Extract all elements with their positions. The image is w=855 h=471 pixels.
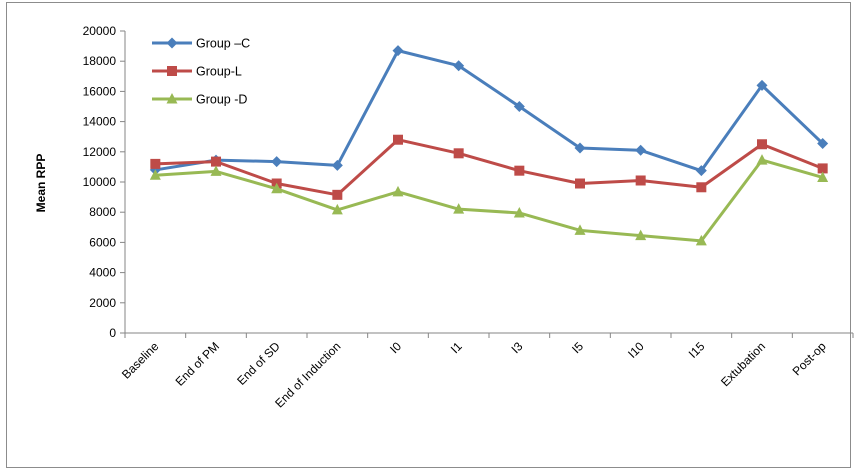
x-tick-label: End of SD — [234, 339, 283, 388]
legend-marker — [167, 66, 177, 76]
series-line — [155, 49, 824, 173]
data-point — [695, 234, 707, 246]
y-tick-label: 2000 — [89, 296, 116, 310]
data-point — [817, 163, 828, 174]
data-point — [211, 156, 221, 167]
legend-label: Group -D — [196, 93, 247, 107]
legend-item: Group -D — [152, 93, 247, 107]
y-tick-label: 0 — [109, 326, 116, 340]
data-point — [513, 206, 525, 218]
data-point — [574, 142, 586, 154]
data-point — [392, 185, 404, 197]
legend-item: Group-L — [152, 65, 242, 79]
x-tick-label: I1 — [448, 339, 465, 356]
data-point — [331, 159, 343, 171]
data-point — [514, 165, 525, 176]
x-tick-label: End of PM — [173, 339, 223, 389]
y-tick-label: 6000 — [89, 235, 116, 249]
data-point — [756, 154, 768, 165]
data-point — [149, 169, 161, 180]
legend-label: Group –C — [196, 37, 250, 51]
data-point — [332, 189, 343, 200]
series-1 — [149, 45, 829, 177]
x-tick-label: Post-op — [790, 339, 829, 378]
data-point — [271, 156, 283, 168]
y-tick-label: 10000 — [83, 175, 117, 189]
y-tick-label: 4000 — [89, 266, 116, 280]
y-tick-label: 14000 — [83, 115, 117, 129]
y-tick-label: 16000 — [83, 84, 117, 98]
y-tick-label: 20000 — [83, 24, 117, 38]
data-point — [210, 165, 222, 176]
series-2 — [150, 134, 828, 200]
x-tick-label: Extubation — [718, 339, 768, 389]
data-point — [696, 182, 707, 193]
series-line — [155, 158, 824, 243]
x-tick-label: I10 — [625, 339, 647, 361]
data-point — [574, 224, 586, 235]
data-point — [150, 158, 161, 169]
legend-label: Group-L — [196, 65, 242, 79]
legend: Group –C Group-L Group -D — [152, 37, 250, 107]
data-point — [453, 203, 465, 214]
y-tick-label: 18000 — [83, 54, 117, 68]
x-tick-label: End of Induction — [272, 339, 343, 410]
y-tick-label: 12000 — [83, 145, 117, 159]
data-point — [635, 175, 646, 186]
y-tick-label: 8000 — [89, 205, 116, 219]
legend-marker — [166, 37, 178, 49]
data-point — [575, 178, 585, 189]
data-point — [635, 229, 647, 241]
data-point — [817, 137, 829, 149]
data-point — [817, 171, 829, 182]
chart-frame — [6, 2, 851, 468]
data-point — [393, 134, 403, 145]
data-point — [635, 144, 647, 156]
data-point — [513, 101, 525, 112]
x-tick-label: I15 — [686, 339, 708, 361]
x-tick-label: I3 — [508, 339, 525, 356]
legend-marker — [166, 93, 178, 104]
x-tick-label: I5 — [569, 339, 586, 356]
series-3 — [149, 154, 829, 246]
data-point — [453, 60, 465, 72]
data-point — [331, 203, 343, 215]
y-axis-ticks: 0 2000 4000 6000 8000 10000 12000 14000 16000 180… — [83, 24, 125, 340]
series-layer — [149, 45, 829, 246]
data-point — [756, 79, 768, 91]
data-point — [453, 148, 464, 159]
y-axis-title: Mean RPP — [34, 154, 48, 213]
x-tick-label: I0 — [387, 339, 404, 356]
data-point — [695, 165, 707, 177]
data-point — [757, 139, 767, 150]
x-tick-label: Baseline — [119, 339, 162, 382]
legend-item: Group –C — [152, 37, 250, 51]
series-line — [155, 138, 824, 197]
data-point — [392, 45, 404, 57]
data-point — [271, 182, 283, 194]
